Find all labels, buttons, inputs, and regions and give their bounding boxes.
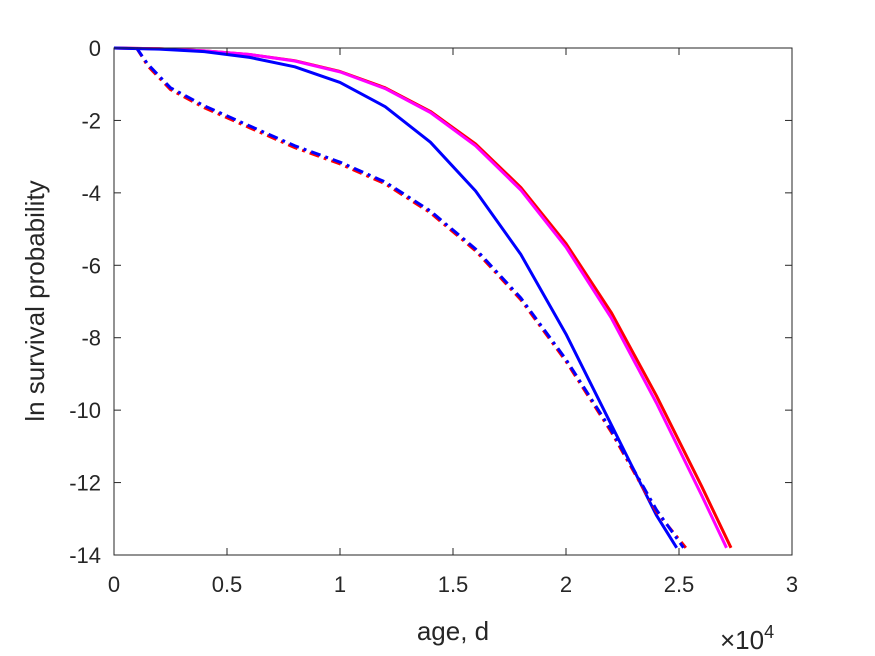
y-axis: 0 -2 -4 -6 -8 -10 -12 -14 <box>69 36 792 568</box>
x-tick-label: 2 <box>560 572 572 597</box>
x-tick-label: 3 <box>786 572 798 597</box>
y-axis-label: ln survival probability <box>20 180 50 421</box>
y-tick-label: -2 <box>81 108 101 133</box>
plot-background <box>114 48 792 555</box>
x-tick-label: 0.5 <box>212 572 243 597</box>
y-tick-label: -6 <box>81 253 101 278</box>
series-group <box>113 46 733 549</box>
x-axis: 0 0.5 1 1.5 2 2.5 3 <box>108 48 798 597</box>
y-tick-label: -4 <box>81 181 101 206</box>
y-tick-label: -14 <box>69 543 101 568</box>
y-tick-label: -10 <box>69 398 101 423</box>
series-line-5 <box>135 47 685 549</box>
x-tick-label: 1.5 <box>438 572 469 597</box>
x-axis-multiplier-base: ×10 <box>720 625 764 655</box>
x-tick-label: 1 <box>334 572 346 597</box>
x-axis-multiplier-exponent: 4 <box>764 622 774 642</box>
y-tick-label: 0 <box>89 36 101 61</box>
y-tick-label: -12 <box>69 471 101 496</box>
plot-area <box>113 46 793 556</box>
y-tick-label: -8 <box>81 326 101 351</box>
x-tick-label: 2.5 <box>664 572 695 597</box>
x-tick-label: 0 <box>108 572 120 597</box>
series-line-3 <box>113 46 678 549</box>
x-axis-label: age, d <box>417 616 489 646</box>
x-axis-multiplier: ×104 <box>720 622 774 655</box>
